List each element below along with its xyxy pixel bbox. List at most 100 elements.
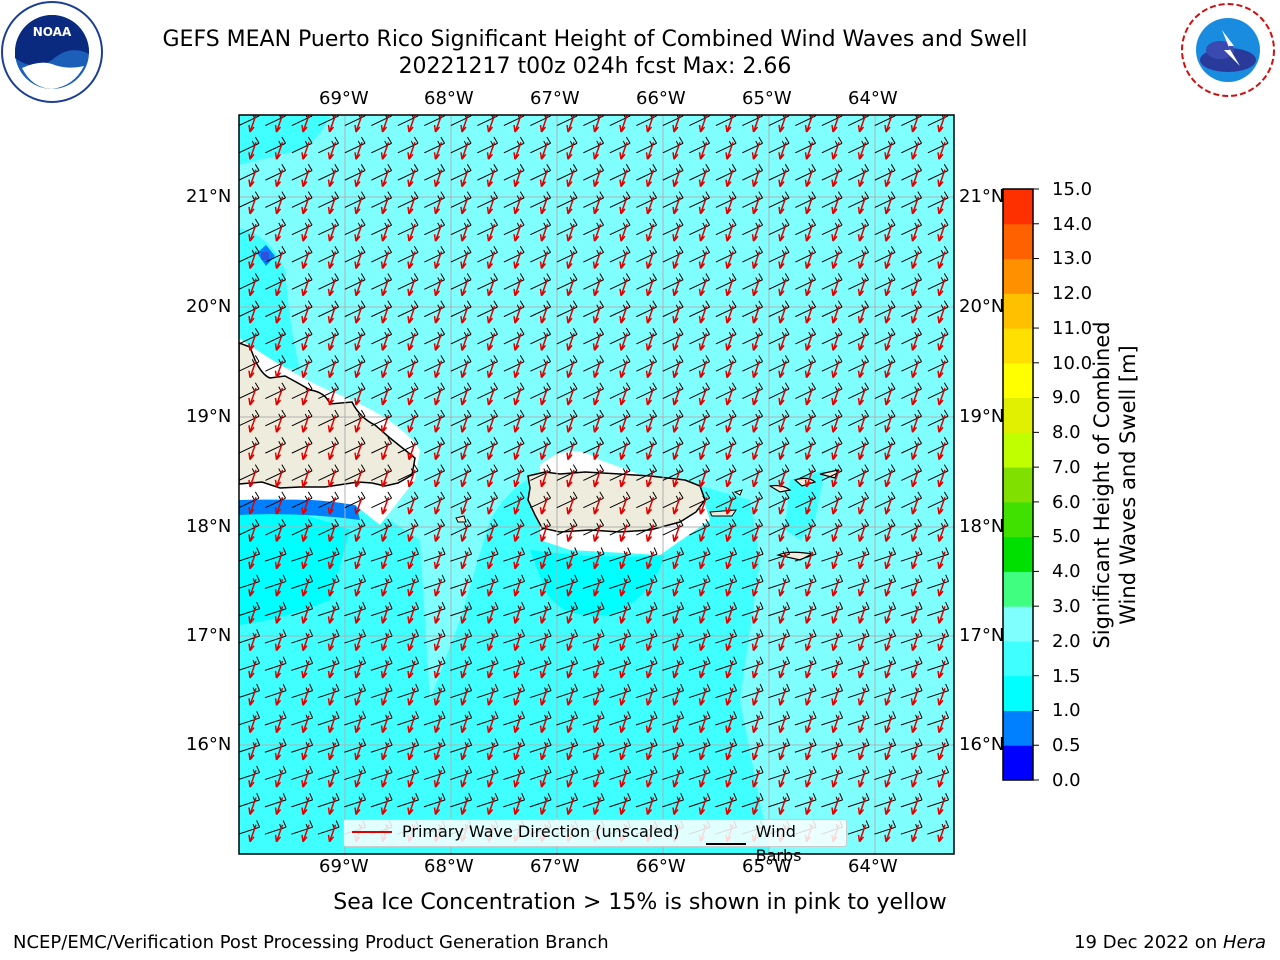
map-frame [238, 114, 955, 855]
wave-direction-arrow [407, 524, 416, 542]
wave-direction-arrow [327, 824, 337, 843]
wave-direction-arrow [566, 387, 575, 406]
wave-direction-arrow [274, 333, 284, 351]
wave-direction-arrow [937, 633, 946, 652]
lat-label-left: 19°N [186, 406, 232, 427]
wave-direction-arrow [380, 496, 390, 515]
wave-direction-arrow [354, 797, 363, 815]
wave-direction-arrow [354, 387, 363, 406]
machine-name: Hera [1222, 932, 1266, 953]
wave-direction-arrow [539, 797, 549, 815]
wave-direction-arrow [672, 251, 681, 269]
wave-direction-arrow [751, 660, 761, 679]
wave-direction-arrow [910, 606, 920, 624]
wave-direction-arrow [301, 797, 310, 815]
lat-label-right: 18°N [959, 516, 1005, 537]
wave-direction-arrow [804, 660, 814, 679]
wave-direction-arrow [937, 415, 946, 433]
wave-direction-arrow [751, 442, 761, 461]
wave-direction-arrow [937, 660, 946, 679]
wave-direction-arrow [672, 333, 681, 351]
wave-direction-arrow [513, 305, 522, 324]
wave-direction-arrow [698, 115, 708, 133]
wave-direction-arrow [407, 251, 416, 269]
wave-direction-arrow [884, 442, 893, 461]
wave-direction-arrow [248, 333, 257, 351]
wave-direction-arrow [460, 551, 469, 570]
wave-direction-arrow [433, 115, 443, 133]
wave-direction-arrow [433, 715, 443, 734]
wave-direction-arrow [778, 688, 787, 706]
wave-direction-arrow [274, 115, 284, 133]
wave-direction-arrow [433, 196, 443, 215]
wave-direction-arrow [592, 633, 602, 652]
wave-direction-arrow [460, 223, 469, 242]
wave-direction-arrow [831, 578, 840, 597]
wave-direction-arrow [725, 251, 734, 269]
wave-direction-arrow [804, 797, 814, 815]
wave-direction-arrow [804, 769, 814, 788]
wave-direction-arrow [566, 551, 575, 570]
wave-direction-arrow [566, 688, 575, 706]
wave-direction-arrow [910, 196, 920, 215]
wave-direction-arrow [539, 387, 549, 406]
wave-direction-arrow [380, 524, 390, 542]
date-prefix: 19 Dec 2022 on [1074, 932, 1223, 953]
colorbar-tick: 7.0 [1052, 457, 1081, 478]
wave-direction-arrow [592, 496, 602, 515]
wave-direction-arrow [804, 115, 814, 133]
wave-direction-arrow [486, 769, 496, 788]
wave-direction-arrow [566, 769, 575, 788]
wave-direction-arrow [672, 606, 681, 624]
wave-direction-arrow [937, 524, 946, 542]
wave-direction-arrow [804, 223, 814, 242]
wave-direction-arrow [831, 769, 840, 788]
wave-direction-arrow [751, 360, 761, 379]
lat-label-left: 16°N [186, 734, 232, 755]
wave-height-band-1-0 [239, 505, 350, 625]
wave-direction-arrow [407, 223, 416, 242]
lon-label-top: 68°W [424, 88, 474, 109]
wave-direction-arrow [486, 715, 496, 734]
wave-direction-arrow [698, 169, 708, 188]
wave-direction-arrow [592, 769, 602, 788]
wave-direction-arrow [831, 797, 840, 815]
wave-direction-arrow [937, 578, 946, 597]
wave-direction-arrow [248, 278, 257, 297]
wave-direction-arrow [460, 196, 469, 215]
wave-direction-arrow [248, 524, 257, 542]
wave-direction-arrow [274, 769, 284, 788]
wave-direction-arrow [804, 305, 814, 324]
wave-direction-arrow [566, 715, 575, 734]
wave-direction-arrow [539, 333, 549, 351]
wave-direction-arrow [751, 715, 761, 734]
wave-direction-arrow [831, 387, 840, 406]
wave-direction-arrow [910, 415, 920, 433]
wave-direction-arrow [566, 251, 575, 269]
wave-direction-arrow [248, 578, 257, 597]
wave-direction-arrow [248, 469, 257, 488]
wave-direction-arrow [274, 797, 284, 815]
wave-direction-arrow [513, 496, 522, 515]
wave-direction-arrow [301, 196, 310, 215]
wave-direction-arrow [645, 551, 655, 570]
wave-direction-arrow [539, 606, 549, 624]
wave-direction-arrow [804, 633, 814, 652]
wave-direction-arrow [937, 824, 946, 843]
wave-direction-arrow [354, 524, 363, 542]
wave-direction-arrow [645, 578, 655, 597]
wave-direction-arrow [698, 688, 708, 706]
wave-direction-arrow [857, 496, 867, 515]
lon-label-bottom: 65°W [742, 856, 792, 877]
wave-direction-arrow [857, 660, 867, 679]
wave-direction-arrow [486, 442, 496, 461]
lon-label-top: 65°W [742, 88, 792, 109]
wave-direction-arrow [460, 169, 469, 188]
wave-direction-arrow [380, 578, 390, 597]
wave-direction-arrow [884, 387, 893, 406]
wave-direction-arrow [884, 688, 893, 706]
wave-direction-arrow [698, 442, 708, 461]
wave-direction-arrow [380, 660, 390, 679]
wave-direction-arrow [433, 142, 443, 160]
wave-direction-arrow [619, 278, 628, 297]
